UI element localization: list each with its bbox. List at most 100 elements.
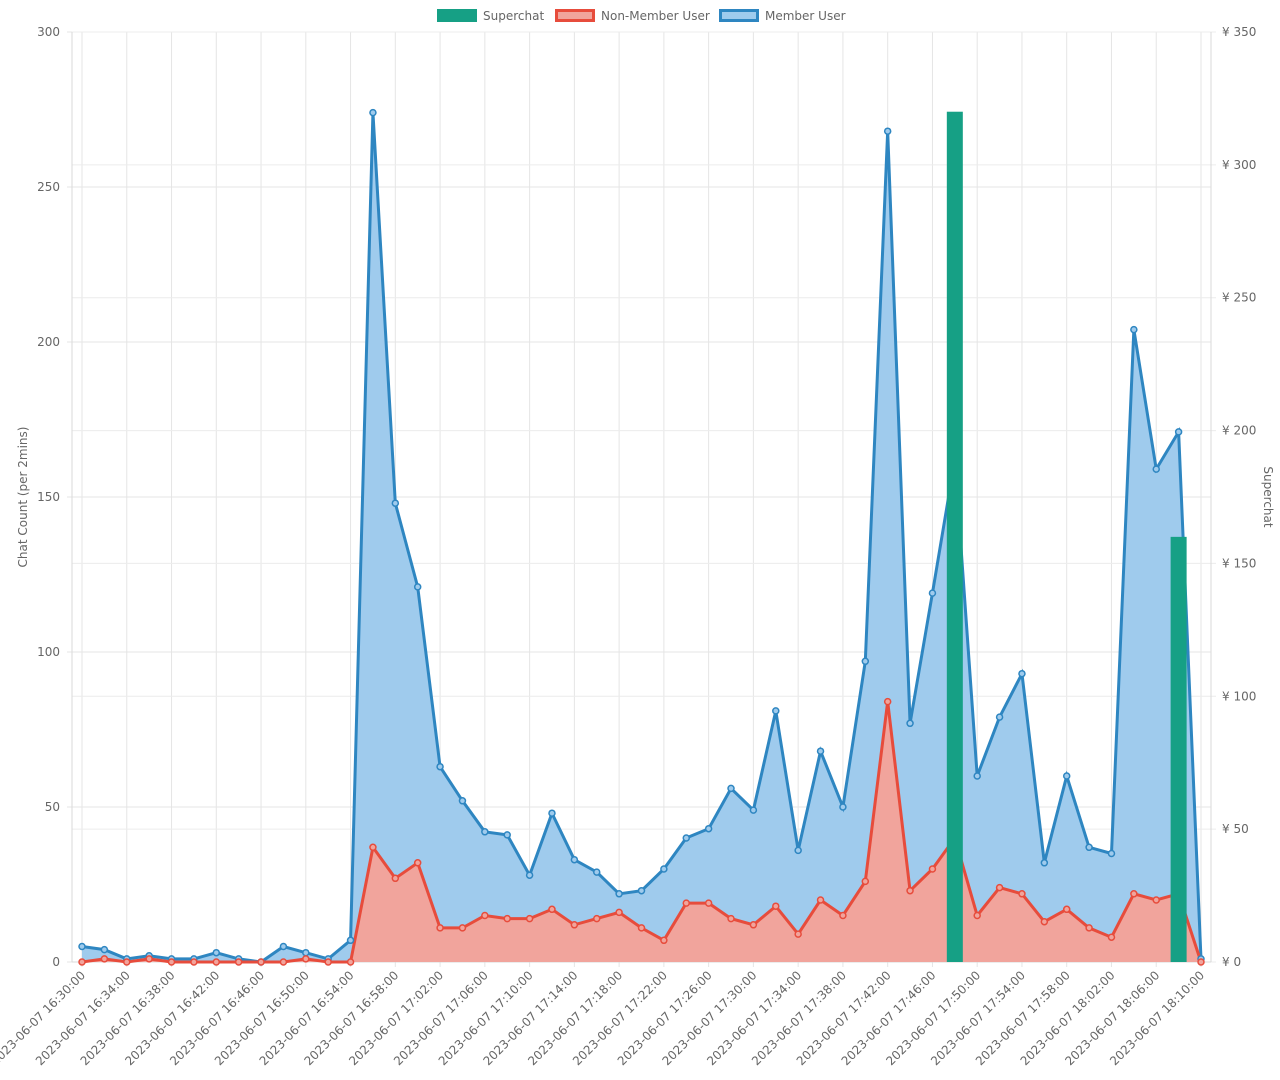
legend-label-non-member-user[interactable]: Non-Member User [601, 9, 710, 23]
legend-label-member-user[interactable]: Member User [765, 9, 846, 23]
y-right-tick-label: ¥ 50 [1222, 822, 1249, 836]
data-point-member-user [883, 127, 892, 135]
data-point-non-member-user [973, 911, 981, 920]
data-point-non-member-user [234, 958, 243, 966]
data-point-member-user [279, 942, 288, 951]
data-point-non-member-user [100, 955, 109, 963]
data-point-non-member-user [883, 697, 892, 706]
grid [67, 31, 1216, 967]
y-left-tick-label: 100 [37, 645, 60, 659]
data-point-non-member-user [548, 905, 556, 914]
data-point-member-user [861, 657, 870, 666]
data-point-non-member-user [1085, 924, 1093, 932]
y-left-tick-label: 300 [37, 25, 60, 39]
y-left-tick-label: 150 [37, 490, 60, 504]
data-point-non-member-user [481, 911, 489, 920]
y-left-tick-label: 200 [37, 335, 60, 349]
y-left-tick-label: 0 [52, 955, 60, 969]
y-right-tick-label: ¥ 300 [1222, 158, 1256, 172]
data-point-member-user [704, 824, 713, 833]
data-point-member-user [525, 871, 534, 879]
data-point-non-member-user [794, 930, 802, 938]
data-point-member-user [682, 834, 691, 842]
legend-swatch-member-user[interactable] [719, 9, 759, 22]
data-point-non-member-user [816, 896, 825, 904]
data-point-non-member-user [772, 902, 780, 910]
superchat-bar [946, 111, 963, 962]
data-point-member-user [548, 809, 556, 817]
data-point-non-member-user [839, 911, 847, 920]
data-point-non-member-user [861, 877, 870, 886]
data-point-non-member-user [1040, 917, 1049, 926]
data-point-non-member-user [324, 958, 332, 966]
series-area-non-member-user [82, 701, 1201, 962]
data-point-member-user [637, 886, 646, 895]
data-point-non-member-user [682, 899, 691, 907]
data-point-member-user [727, 784, 735, 793]
data-point-member-user [1174, 428, 1183, 436]
data-point-member-user [816, 747, 825, 755]
data-point-non-member-user [615, 908, 623, 917]
data-point-member-user [212, 948, 221, 957]
legend-swatch-superchat[interactable] [437, 9, 477, 22]
data-point-non-member-user [391, 874, 400, 883]
data-point-member-user [570, 855, 579, 864]
data-point-member-user [1018, 669, 1026, 678]
data-point-non-member-user [123, 958, 131, 966]
data-point-member-user [346, 936, 355, 945]
y-right-tick-label: ¥ 250 [1222, 291, 1256, 305]
data-point-non-member-user [503, 914, 511, 923]
data-point-member-user [481, 828, 489, 836]
data-point-member-user [302, 948, 310, 957]
legend-swatch-non-member-user[interactable] [555, 9, 595, 22]
data-point-member-user [1040, 859, 1049, 867]
data-point-member-user [1130, 325, 1138, 334]
y-left-tick-label: 250 [37, 180, 60, 194]
data-point-non-member-user [592, 914, 601, 923]
y-right-tick-label: ¥ 150 [1222, 556, 1256, 570]
data-point-non-member-user [1062, 905, 1071, 914]
data-point-non-member-user [78, 958, 86, 966]
data-point-member-user [772, 707, 780, 715]
data-point-non-member-user [995, 883, 1004, 892]
plot-area [78, 108, 1205, 966]
data-point-member-user [660, 865, 668, 873]
data-point-non-member-user [525, 914, 534, 923]
y-right-tick-label: ¥ 350 [1222, 25, 1256, 39]
data-point-member-user [973, 772, 981, 780]
data-point-non-member-user [749, 921, 758, 929]
data-point-member-user [503, 831, 511, 839]
data-point-member-user [794, 846, 802, 855]
data-point-member-user [100, 945, 109, 954]
y-right-tick-label: ¥ 0 [1222, 955, 1241, 969]
data-point-member-user [615, 890, 623, 898]
data-point-member-user [458, 797, 467, 805]
data-point-non-member-user [906, 886, 914, 895]
data-point-non-member-user [1018, 890, 1026, 898]
data-point-non-member-user [1107, 933, 1116, 941]
y-axis-right-title: Superchat [1261, 466, 1275, 527]
data-point-non-member-user [257, 958, 265, 966]
data-point-member-user [1107, 849, 1116, 858]
data-point-member-user [369, 108, 377, 117]
data-point-member-user [78, 942, 86, 951]
legend-label-superchat[interactable]: Superchat [483, 9, 544, 23]
data-point-member-user [1085, 843, 1093, 852]
y-right-tick-label: ¥ 200 [1222, 424, 1256, 438]
data-point-non-member-user [660, 936, 668, 945]
data-point-member-user [749, 806, 758, 814]
data-point-non-member-user [190, 958, 198, 966]
y-axis-left-title: Chat Count (per 2mins) [16, 427, 30, 568]
data-point-non-member-user [302, 955, 310, 963]
data-point-member-user [1062, 772, 1071, 780]
legend: Superchat Non-Member User Member User [437, 9, 846, 23]
data-point-non-member-user [928, 865, 937, 873]
data-point-member-user [391, 499, 400, 507]
data-point-non-member-user [1130, 890, 1138, 898]
data-point-non-member-user [413, 859, 422, 867]
data-point-non-member-user [369, 843, 377, 852]
data-point-non-member-user [1152, 896, 1160, 904]
data-point-member-user [436, 762, 444, 771]
data-point-member-user [928, 589, 937, 597]
